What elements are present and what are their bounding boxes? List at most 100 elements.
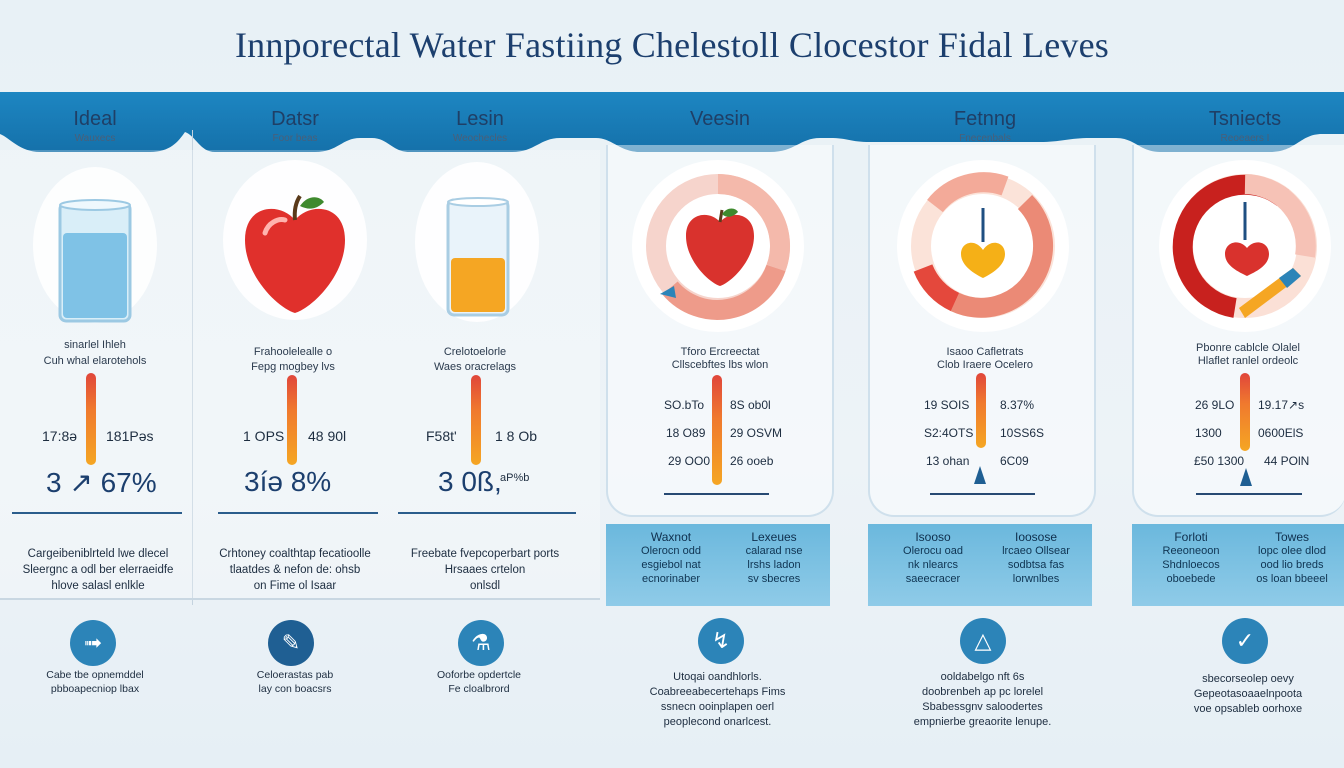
foot-line: Ooforbe opdertcle [436, 669, 522, 681]
value-right: 8S ob0l [730, 398, 771, 412]
col-header-datsr: Datsr Foor beas [240, 108, 350, 144]
footnote: sbecorseolep oevy Gepeotasoaaelnpoota vo… [1168, 672, 1328, 717]
foot-line: Sbabessgnv saloodertes [922, 701, 1043, 713]
desc-line: Freebate fvepcoperbart ports [410, 548, 560, 560]
value-left: 1300 [1195, 426, 1222, 440]
header-band [0, 92, 1344, 152]
value-right: 44 POlN [1264, 454, 1310, 468]
divider [192, 130, 193, 605]
value-right: 1 8 Ob [495, 428, 538, 444]
foot-line: empnierbe greaorite lenupe. [913, 716, 1052, 728]
big-value: 3 0ß, [438, 466, 502, 497]
value-right: 29 OSVM [730, 426, 783, 440]
col-header-ideal: Ideal Wauxecs [40, 108, 150, 144]
desc-line: tlaatdes & nefon de: ohsb [229, 564, 361, 576]
swirl-icon[interactable]: ↯ [698, 618, 744, 664]
thermometer-icon [287, 375, 297, 465]
water-glass-icon [33, 167, 157, 323]
marker-icon [974, 466, 986, 484]
footnote: Ooforbe opdertcle Fe cloalbrord [404, 668, 554, 696]
value-left: £50 1300 [1194, 454, 1245, 468]
value-left: 29 OO0 [668, 454, 711, 468]
panel-heading: Lexeues [751, 530, 797, 544]
foot-line: Coabreeabecertehaps Fims [649, 686, 786, 698]
col-header-fetnng: Fetnng Fnecenbals [925, 108, 1045, 144]
desc-line: Cargeibeniblrteld lwe dlecel [27, 548, 169, 560]
pen-icon[interactable]: ✎ [268, 620, 314, 666]
foot-line: sbecorseolep oevy [1202, 673, 1294, 685]
thermometer-icon [86, 373, 96, 465]
panel-heading: Isooso [915, 530, 951, 544]
gauge-heart-icon [897, 160, 1069, 332]
caption: Cuh whal elarotehols [43, 355, 147, 367]
divider [0, 598, 600, 600]
desc-line: on Fime ol Isaar [253, 580, 337, 592]
value-left: F58t' [426, 428, 457, 444]
thermometer-icon [471, 375, 481, 465]
col-subtitle: Foor beas [272, 133, 318, 144]
col-title: Datsr [271, 108, 319, 130]
panel-line: oboebede [1166, 573, 1216, 585]
foot-line: Utoqai oandhlorls. [673, 671, 762, 683]
foot-line: Gepeotasoaaelnpoota [1193, 688, 1303, 700]
value-right: 19.17↗s [1258, 398, 1305, 412]
col-subtitle: Weochecles [452, 133, 508, 144]
divider [218, 512, 378, 514]
foot-line: pbboapecniop lbax [50, 683, 140, 695]
check-icon[interactable]: ✓ [1222, 618, 1268, 664]
value-left: 19 SOIS [924, 398, 970, 412]
caption: Cllscebftes lbs wlon [671, 359, 769, 371]
panel-line: ecnorinaber [641, 573, 701, 585]
description: Crhtoney coalthtap fecatioolle tlaatdes … [200, 546, 390, 594]
foot-line: lay con boacsrs [258, 683, 332, 695]
footnote: Utoqai oandhlorls. Coabreeabecertehaps F… [630, 670, 805, 730]
value-left: 18 O89 [666, 426, 706, 440]
panel-line: saeecracer [905, 573, 961, 585]
value-left: S2:4OTS [924, 426, 974, 440]
foot-line: Cabe tbe opnemddel [46, 669, 144, 681]
divider [930, 493, 1035, 495]
caption: Fepg mogbey lvs [251, 361, 335, 373]
description: Cargeibeniblrteld lwe dlecel Sleergnc a … [8, 546, 188, 594]
divider [12, 512, 182, 514]
panel-line: lopc olee dlod [1258, 545, 1326, 557]
panel-line: lrshs ladon [747, 559, 801, 571]
col-title: Fetnng [953, 108, 1017, 130]
thermometer-icon [976, 373, 986, 448]
info-icon[interactable]: ➟ [70, 620, 116, 666]
panel-line: nk nlearcs [907, 559, 959, 571]
foot-line: Celoerastas pab [256, 669, 334, 681]
apple-icon [223, 160, 367, 320]
col-subtitle: Reoeaers I [1220, 133, 1270, 144]
foot-line: Fe cloalbrord [448, 683, 510, 695]
value-right: 8.37% [1000, 398, 1035, 412]
panel-heading: Ioosose [1014, 530, 1058, 544]
panel-line: Reeoneoon [1162, 545, 1220, 557]
col-title: Tsniects [1208, 108, 1282, 130]
foot-line: ssnecn ooinplapen oerl [660, 701, 775, 713]
col-header-lesin: Lesin Weochecles [420, 108, 540, 144]
foot-line: peoplecond onarlcest. [663, 716, 772, 728]
big-value: 3íə 8% [244, 466, 332, 497]
desc-line: Sleergnc a odl ber elerraeidfe [22, 564, 174, 576]
caption: Hlaflet ranlel ordeolc [1197, 355, 1299, 367]
panel-line: sodbtsa fas [1007, 559, 1065, 571]
footnote: Cabe tbe opnemddel pbboapecniop lbax [20, 668, 170, 696]
page-title: Innporectal Water Fastiing Chelestoll Cl… [234, 25, 1110, 65]
footnote: Celoerastas pab lay con boacsrs [220, 668, 370, 696]
compass-icon[interactable]: △ [960, 618, 1006, 664]
col-subtitle: Fnecenbals [959, 133, 1011, 144]
value-right: 6C09 [1000, 454, 1029, 468]
panel-line: os loan bbeeel [1256, 573, 1328, 585]
thermometer-icon [1240, 373, 1250, 451]
info-panel: Waxnot Olerocn odd esgiebol nat ecnorina… [606, 524, 830, 606]
panel-line: Shdnloecos [1162, 559, 1220, 571]
col-subtitle: Wauxecs [74, 133, 116, 144]
value-left: 1 OPS [243, 428, 285, 444]
panel-line: ood lio breds [1260, 559, 1324, 571]
panel-line: lorwnlbes [1012, 573, 1060, 585]
caption: Pbonre cablcle Olalel [1196, 342, 1300, 354]
desc-line: hlove salasl enlkle [51, 580, 145, 592]
flask-icon[interactable]: ⚗ [458, 620, 504, 666]
marker-icon [1240, 468, 1252, 486]
